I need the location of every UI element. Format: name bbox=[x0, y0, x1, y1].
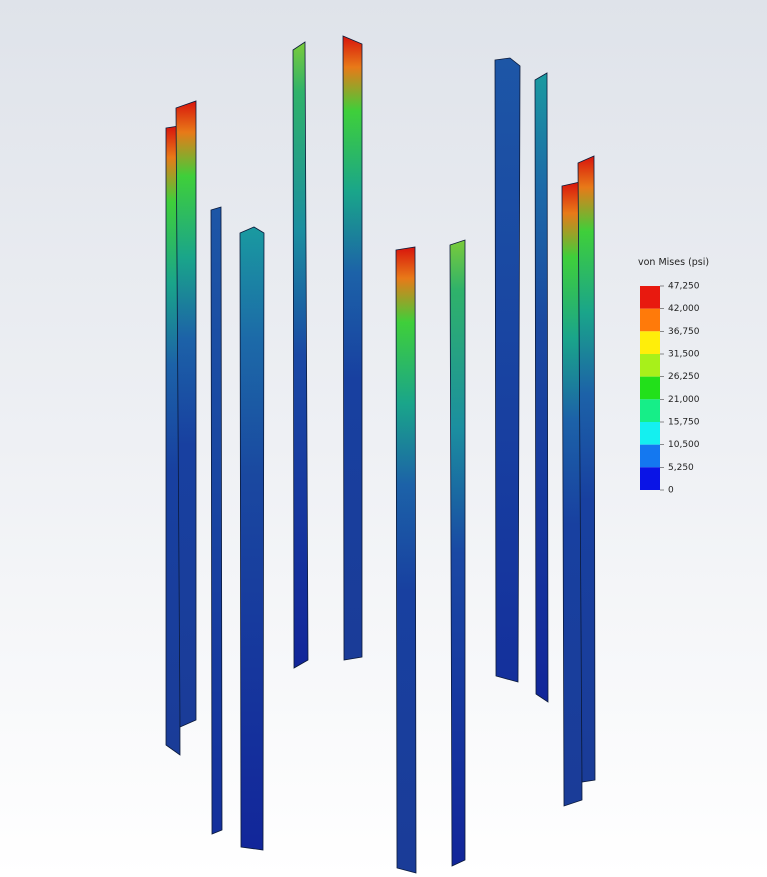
beam bbox=[240, 227, 264, 850]
legend-swatch bbox=[640, 445, 660, 468]
legend-label: 47,250 bbox=[668, 282, 700, 292]
simulation-view: von Mises (psi) 47,250 42,000 36,750 31,500… bbox=[0, 0, 767, 877]
legend-title: von Mises (psi) bbox=[638, 257, 709, 268]
legend-label: 0 bbox=[668, 486, 674, 496]
legend-swatch bbox=[640, 399, 660, 422]
beam bbox=[535, 73, 548, 702]
legend-swatch bbox=[640, 422, 660, 445]
legend-label: 5,250 bbox=[668, 463, 694, 473]
legend-label: 42,000 bbox=[668, 304, 700, 314]
beam bbox=[495, 58, 520, 682]
legend-swatch bbox=[640, 331, 660, 354]
legend-label: 31,500 bbox=[668, 350, 700, 360]
legend-swatch bbox=[640, 354, 660, 377]
beam bbox=[396, 247, 416, 873]
legend-label: 36,750 bbox=[668, 327, 700, 337]
beam bbox=[293, 42, 308, 668]
beam bbox=[450, 240, 465, 866]
legend-label: 26,250 bbox=[668, 372, 700, 382]
legend-swatch bbox=[640, 377, 660, 400]
page: {"legend": {"title": "von Mises (psi)", … bbox=[0, 0, 767, 877]
legend-label: 15,750 bbox=[668, 418, 700, 428]
beam bbox=[211, 207, 222, 834]
beam bbox=[176, 101, 196, 727]
beam bbox=[343, 36, 362, 660]
legend-swatch bbox=[640, 467, 660, 490]
legend-label: 10,500 bbox=[668, 440, 700, 450]
legend-label: 21,000 bbox=[668, 395, 700, 405]
legend-swatch bbox=[640, 309, 660, 332]
legend-swatch bbox=[640, 286, 660, 309]
